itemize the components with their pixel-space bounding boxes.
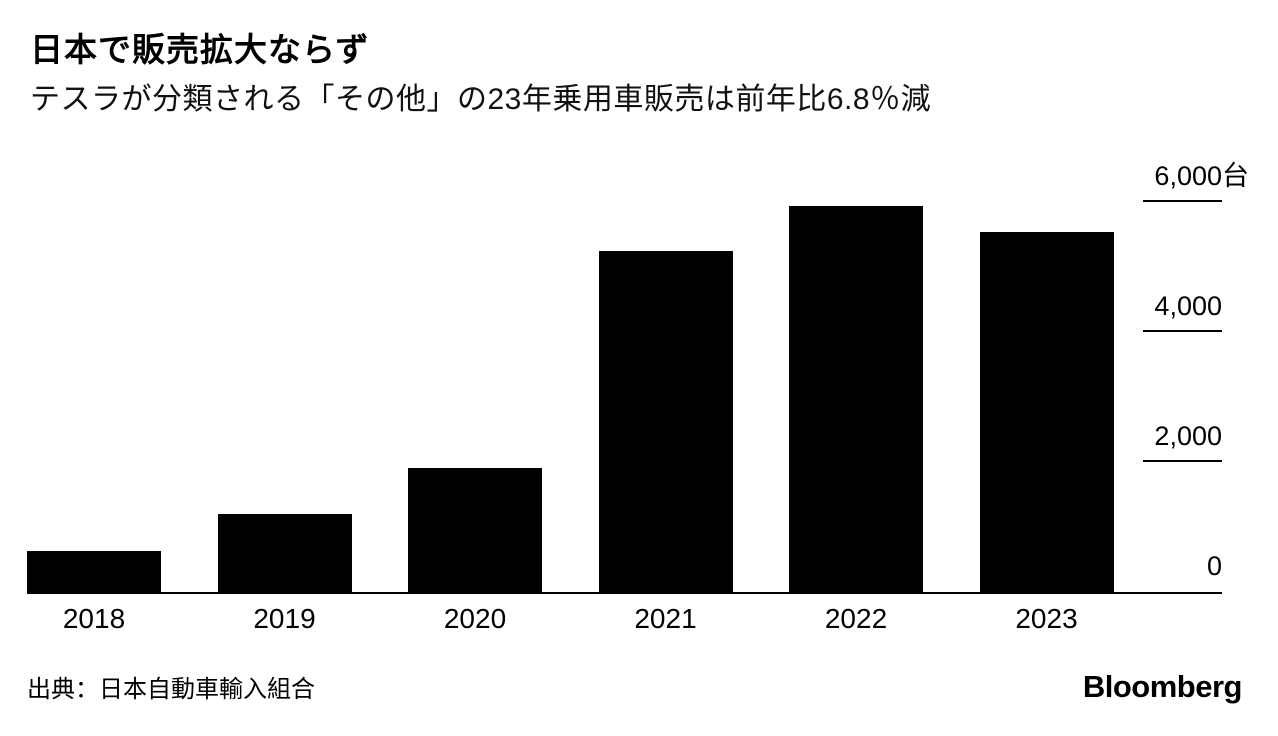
y-tick-line-6000 [1143, 200, 1222, 202]
y-tick-label-4000: 4,000 [1154, 291, 1222, 321]
y-tick-line-4000 [1143, 330, 1222, 332]
x-axis-label-2023: 2023 [1015, 603, 1078, 634]
plot-area: 2018 2019 2020 2021 2022 2023 6,000台 4,000 2,000… [27, 161, 1249, 633]
chart-title: 日本で販売拡大ならず [30, 31, 370, 68]
y-tick-label-0: 0 [1206, 551, 1222, 581]
y-tick-label-2000: 2,000 [1154, 421, 1222, 451]
x-axis-label-2019: 2019 [253, 603, 316, 634]
bar-2021 [598, 251, 733, 592]
x-axis-label-2020: 2020 [443, 603, 507, 634]
source-note: 出典：日本自動車輸入組合 [27, 676, 315, 703]
bar-2020 [408, 468, 542, 592]
y-tick-label-6000: 6,000台 [1154, 161, 1249, 191]
x-axis-label-2021: 2021 [634, 603, 697, 634]
bar-2023 [979, 232, 1114, 592]
bar-2022 [789, 206, 923, 592]
bar-2019 [217, 514, 352, 592]
chart-subtitle: テスラが分類される「その他」の23年乗用車販売は前年比6.8％減 [30, 83, 932, 116]
bloomberg-logo: Bloomberg [1082, 669, 1243, 704]
x-axis-label-2018: 2018 [62, 603, 126, 634]
y-tick-line-2000 [1143, 460, 1222, 462]
bar-2018 [27, 551, 161, 592]
x-axis-label-2022: 2022 [824, 603, 888, 634]
